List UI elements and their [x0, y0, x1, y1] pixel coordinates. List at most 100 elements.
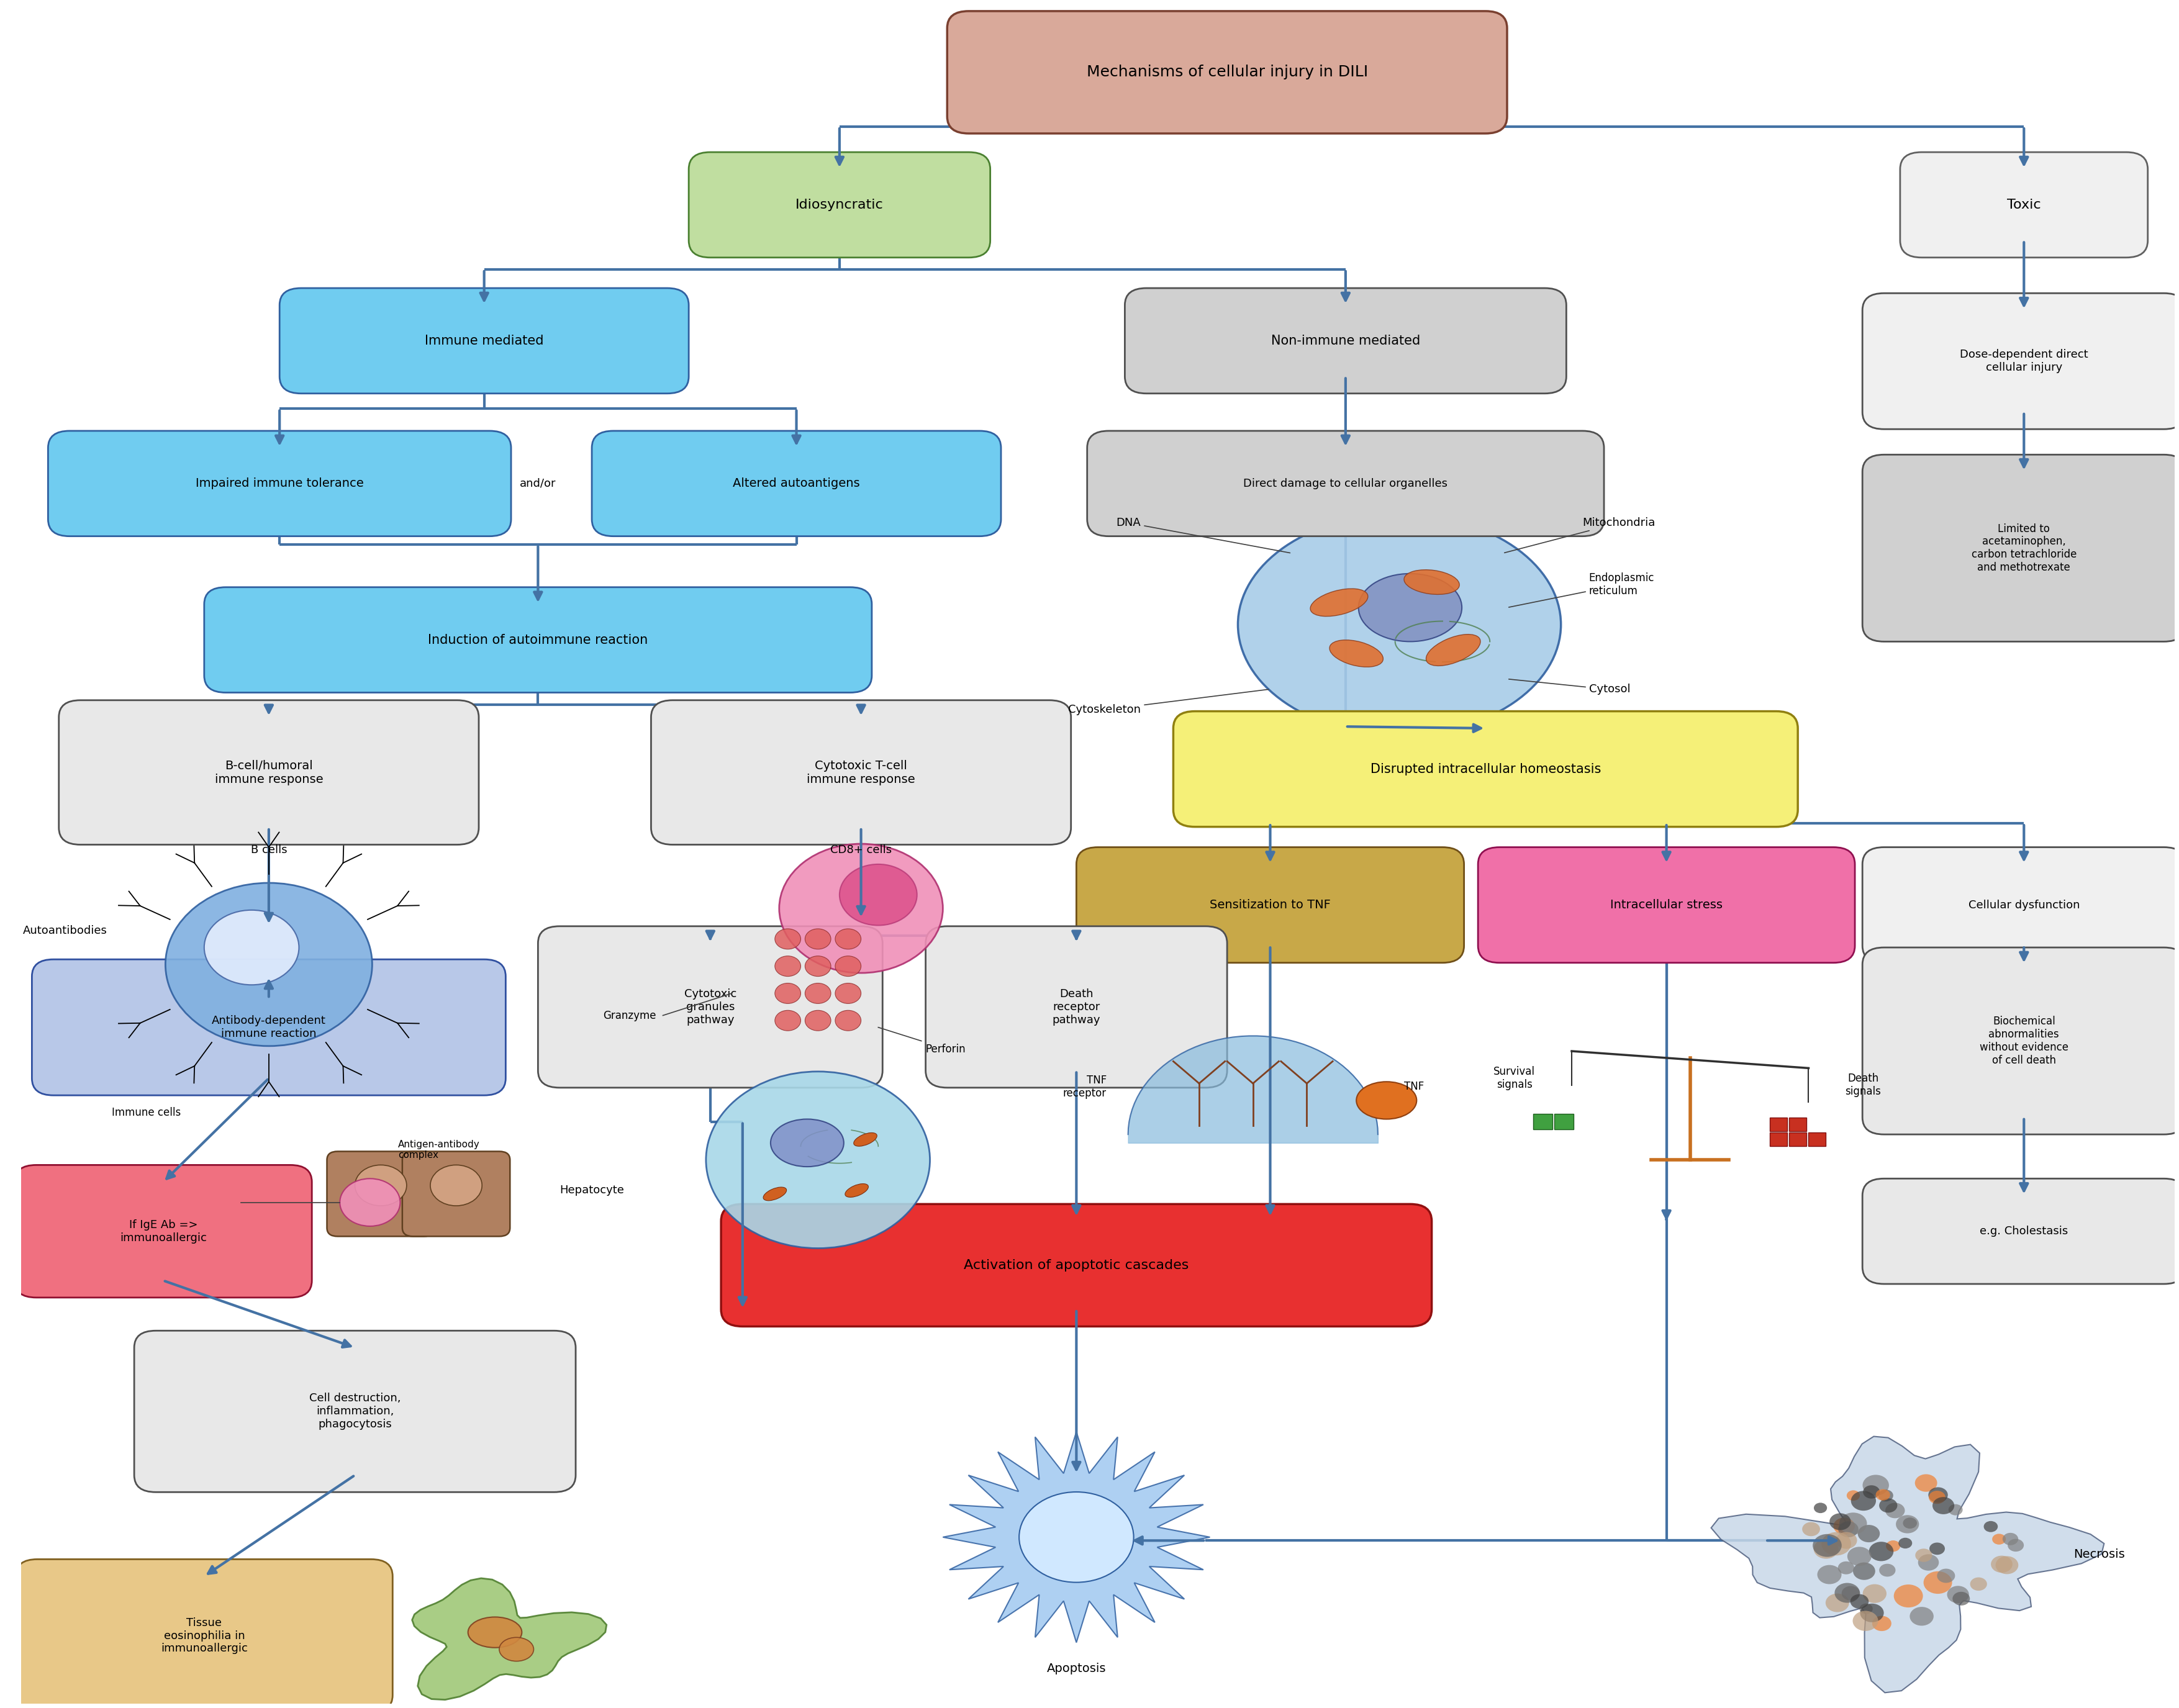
Text: Cytotoxic
granules
pathway: Cytotoxic granules pathway	[684, 989, 737, 1025]
Text: Altered autoantigens: Altered autoantigens	[732, 478, 861, 490]
Text: Dose-dependent direct
cellular injury: Dose-dependent direct cellular injury	[1959, 348, 2087, 374]
Circle shape	[804, 956, 830, 977]
Circle shape	[1850, 1491, 1876, 1510]
FancyBboxPatch shape	[48, 430, 512, 536]
Text: Mitochondria: Mitochondria	[1504, 518, 1656, 553]
FancyBboxPatch shape	[593, 430, 1000, 536]
FancyBboxPatch shape	[721, 1204, 1432, 1327]
FancyBboxPatch shape	[1172, 711, 1798, 827]
Circle shape	[1870, 1542, 1894, 1561]
FancyBboxPatch shape	[948, 12, 1508, 133]
Ellipse shape	[1238, 514, 1560, 734]
FancyBboxPatch shape	[1087, 430, 1604, 536]
Text: If IgE Ab =>
immunoallergic: If IgE Ab => immunoallergic	[120, 1220, 207, 1243]
Text: Mechanisms of cellular injury in DILI: Mechanisms of cellular injury in DILI	[1087, 65, 1368, 80]
Circle shape	[804, 984, 830, 1004]
Text: Activation of apoptotic cascades: Activation of apoptotic cascades	[963, 1259, 1190, 1271]
FancyBboxPatch shape	[1554, 1114, 1573, 1129]
FancyBboxPatch shape	[205, 588, 872, 692]
Circle shape	[1835, 1583, 1861, 1602]
FancyBboxPatch shape	[59, 700, 479, 845]
Circle shape	[804, 929, 830, 950]
Text: Toxic: Toxic	[2007, 198, 2042, 212]
Text: Death
signals: Death signals	[1846, 1073, 1880, 1097]
Circle shape	[1992, 1556, 2013, 1573]
Ellipse shape	[1310, 589, 1368, 617]
FancyBboxPatch shape	[1863, 948, 2179, 1134]
Text: Cellular dysfunction: Cellular dysfunction	[1968, 900, 2079, 910]
Circle shape	[166, 883, 373, 1045]
FancyBboxPatch shape	[1477, 847, 1854, 963]
Text: Limited to
acetaminophen,
carbon tetrachloride
and methotrexate: Limited to acetaminophen, carbon tetrach…	[1972, 523, 2077, 574]
Text: Impaired immune tolerance: Impaired immune tolerance	[196, 478, 364, 490]
Circle shape	[1948, 1585, 1970, 1604]
FancyBboxPatch shape	[652, 700, 1072, 845]
Text: Granzyme: Granzyme	[604, 1009, 656, 1021]
Circle shape	[1830, 1513, 1850, 1530]
Circle shape	[355, 1165, 407, 1206]
Text: CD8+ cells: CD8+ cells	[830, 845, 891, 856]
FancyBboxPatch shape	[1809, 1132, 1826, 1146]
Ellipse shape	[854, 1132, 876, 1146]
Circle shape	[1802, 1522, 1819, 1535]
Text: e.g. Cholestasis: e.g. Cholestasis	[1981, 1226, 2068, 1237]
Circle shape	[1020, 1493, 1133, 1582]
Text: Cytoskeleton: Cytoskeleton	[1068, 690, 1268, 716]
Text: Cell destruction,
inflammation,
phagocytosis: Cell destruction, inflammation, phagocyt…	[309, 1394, 401, 1430]
Text: Perforin: Perforin	[926, 1044, 965, 1056]
Text: TNF
receptor: TNF receptor	[1063, 1074, 1107, 1098]
Text: Sensitization to TNF: Sensitization to TNF	[1209, 898, 1331, 910]
Ellipse shape	[845, 1184, 869, 1197]
Circle shape	[1915, 1474, 1937, 1491]
Circle shape	[1878, 1489, 1894, 1501]
Circle shape	[706, 1071, 930, 1249]
FancyBboxPatch shape	[538, 926, 882, 1088]
Circle shape	[1859, 1604, 1872, 1614]
FancyBboxPatch shape	[1789, 1117, 1806, 1131]
Circle shape	[1878, 1565, 1896, 1576]
Text: Antibody-dependent
immune reaction: Antibody-dependent immune reaction	[211, 1015, 327, 1040]
Ellipse shape	[763, 1187, 787, 1201]
Circle shape	[1909, 1607, 1933, 1626]
Circle shape	[1952, 1592, 1970, 1606]
FancyBboxPatch shape	[1769, 1117, 1787, 1131]
FancyBboxPatch shape	[1789, 1132, 1806, 1146]
FancyBboxPatch shape	[1534, 1114, 1551, 1129]
Text: Intracellular stress: Intracellular stress	[1610, 898, 1724, 910]
Polygon shape	[1711, 1436, 2105, 1693]
Text: Hepatocyte: Hepatocyte	[560, 1185, 623, 1196]
Circle shape	[1863, 1585, 1887, 1604]
Circle shape	[205, 910, 299, 986]
Text: Apoptosis: Apoptosis	[1046, 1664, 1107, 1676]
Text: Non-immune mediated: Non-immune mediated	[1270, 335, 1421, 347]
Circle shape	[1937, 1568, 1955, 1583]
Circle shape	[1928, 1488, 1948, 1503]
FancyBboxPatch shape	[1863, 454, 2179, 642]
Circle shape	[1863, 1486, 1880, 1498]
Circle shape	[340, 1179, 401, 1226]
Ellipse shape	[1403, 570, 1460, 594]
Circle shape	[1861, 1604, 1885, 1623]
Circle shape	[1813, 1503, 1826, 1513]
Circle shape	[2007, 1539, 2024, 1551]
Circle shape	[1928, 1491, 1946, 1505]
Circle shape	[804, 1011, 830, 1030]
Circle shape	[1896, 1515, 1920, 1534]
Text: TNF: TNF	[1403, 1081, 1423, 1093]
Text: Autoantibodies: Autoantibodies	[24, 926, 107, 936]
Circle shape	[1837, 1561, 1854, 1575]
Circle shape	[776, 929, 800, 950]
Polygon shape	[944, 1431, 1209, 1643]
Circle shape	[1826, 1594, 1850, 1612]
Circle shape	[835, 984, 861, 1004]
Text: Disrupted intracellular homeostasis: Disrupted intracellular homeostasis	[1371, 763, 1602, 775]
Ellipse shape	[468, 1617, 521, 1648]
FancyBboxPatch shape	[1863, 847, 2179, 963]
Text: Immune mediated: Immune mediated	[425, 335, 543, 347]
Polygon shape	[412, 1578, 606, 1699]
Circle shape	[1918, 1554, 1939, 1571]
Circle shape	[1835, 1532, 1857, 1549]
Ellipse shape	[499, 1638, 534, 1662]
Circle shape	[1928, 1542, 1946, 1554]
Text: Induction of autoimmune reaction: Induction of autoimmune reaction	[427, 634, 647, 646]
